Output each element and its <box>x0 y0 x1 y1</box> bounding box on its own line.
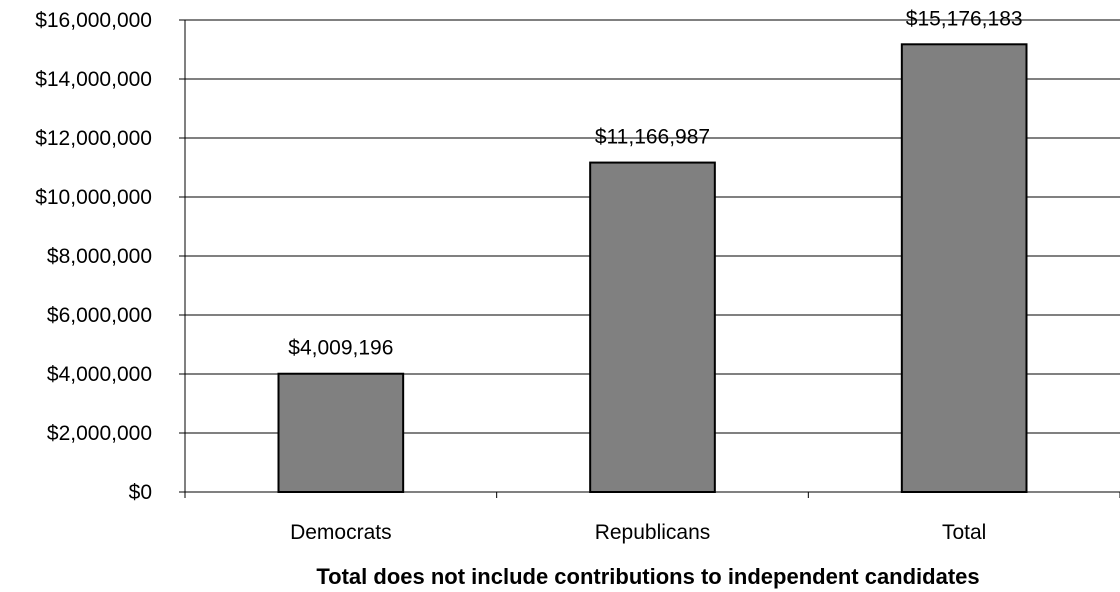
bars <box>277 43 1028 494</box>
data-label: $11,166,987 <box>595 126 710 149</box>
data-label: $15,176,183 <box>906 7 1023 30</box>
y-tick-label: $6,000,000 <box>47 304 152 327</box>
x-tick-label: Democrats <box>290 521 392 544</box>
data-labels: $4,009,196 $11,166,987 $15,176,183 <box>288 7 1022 359</box>
y-tick-label: $12,000,000 <box>35 127 152 150</box>
y-tick-label: $10,000,000 <box>35 186 152 209</box>
x-axis-title: Total does not include contributions to … <box>316 564 979 589</box>
y-tick-label: $16,000,000 <box>35 9 152 32</box>
bar-democrats <box>277 372 405 494</box>
y-axis-tick-labels: $0 $2,000,000 $4,000,000 $6,000,000 $8,000,0… <box>35 9 152 504</box>
y-tick-label: $4,000,000 <box>47 363 152 386</box>
x-axis-tick-labels: Democrats Republicans Total <box>290 521 986 544</box>
y-tick-label: $2,000,000 <box>47 422 152 445</box>
x-tick-label: Total <box>942 521 986 544</box>
y-tick-label: $8,000,000 <box>47 245 152 268</box>
y-tick-label: $0 <box>129 481 152 504</box>
data-label: $4,009,196 <box>288 337 393 360</box>
x-tick-label: Republicans <box>595 521 711 544</box>
bar-republicans <box>589 161 716 493</box>
y-tick-label: $14,000,000 <box>35 68 152 91</box>
bar-total <box>900 43 1028 493</box>
